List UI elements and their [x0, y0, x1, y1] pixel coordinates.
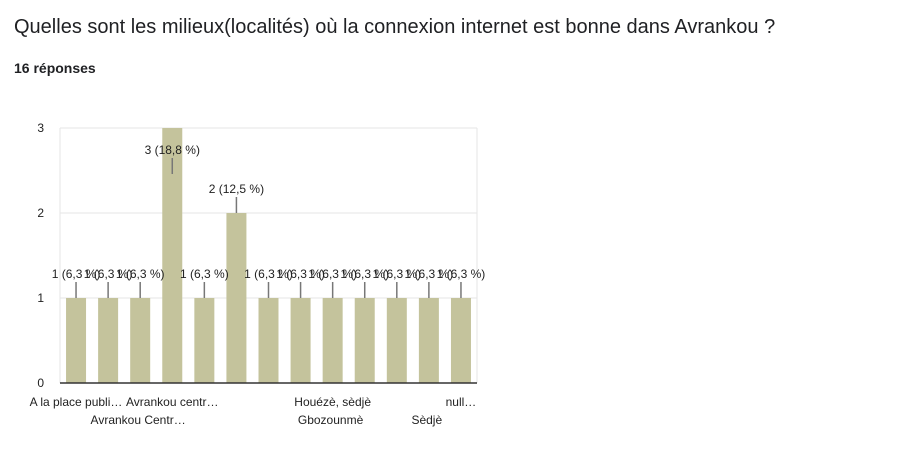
- bar: [322, 298, 343, 383]
- x-tick-label: Sèdjè: [411, 413, 442, 427]
- data-label: 1 (6,3 %): [437, 267, 486, 281]
- data-label: 1 (6,3 %): [340, 267, 389, 281]
- data-label: 1 (6,3 %): [405, 267, 454, 281]
- bar: [66, 298, 87, 383]
- bar: [98, 298, 119, 383]
- data-label: 1 (6,3 %): [244, 267, 293, 281]
- response-count: 16 réponses: [14, 60, 96, 76]
- bar: [418, 298, 439, 383]
- bar: [162, 128, 183, 383]
- y-tick-label: 1: [37, 291, 44, 305]
- data-label: 1 (6,3 %): [52, 267, 101, 281]
- data-label: 1 (6,3 %): [84, 267, 133, 281]
- bar: [194, 298, 215, 383]
- x-tick-label: Houézè, sèdjè: [294, 395, 371, 409]
- data-label: 1 (6,3 %): [308, 267, 357, 281]
- bar: [450, 298, 471, 383]
- data-label: 1 (6,3 %): [116, 267, 165, 281]
- x-tick-label: Avrankou Centr…: [91, 413, 186, 427]
- data-labels: 1 (6,3 %)1 (6,3 %)1 (6,3 %)3 (18,8 %)1 (…: [52, 143, 486, 298]
- bar: [258, 298, 279, 383]
- data-label: 1 (6,3 %): [372, 267, 421, 281]
- bars: [66, 128, 471, 383]
- data-label: 2 (12,5 %): [209, 182, 264, 196]
- y-tick-label: 0: [37, 376, 44, 390]
- bar: [354, 298, 375, 383]
- bar: [130, 298, 151, 383]
- data-label: 1 (6,3 %): [276, 267, 325, 281]
- y-tick-label: 3: [37, 121, 44, 135]
- x-tick-label: Gbozounmè: [298, 413, 364, 427]
- bar: [290, 298, 311, 383]
- x-tick-label: null…: [446, 395, 477, 409]
- bar: [226, 213, 247, 383]
- data-label: 1 (6,3 %): [180, 267, 229, 281]
- x-tick-label: A la place publi…: [30, 395, 123, 409]
- x-axis-ticks: A la place publi… Avrankou centr… Houézè, …: [30, 395, 477, 427]
- question-title: Quelles sont les milieux(localités) où l…: [14, 16, 776, 38]
- y-tick-label: 2: [37, 206, 44, 220]
- y-axis-ticks: 0 1 2 3: [37, 121, 44, 390]
- x-tick-label: Avrankou centr…: [126, 395, 219, 409]
- bar: [386, 298, 407, 383]
- data-label: 3 (18,8 %): [145, 143, 200, 157]
